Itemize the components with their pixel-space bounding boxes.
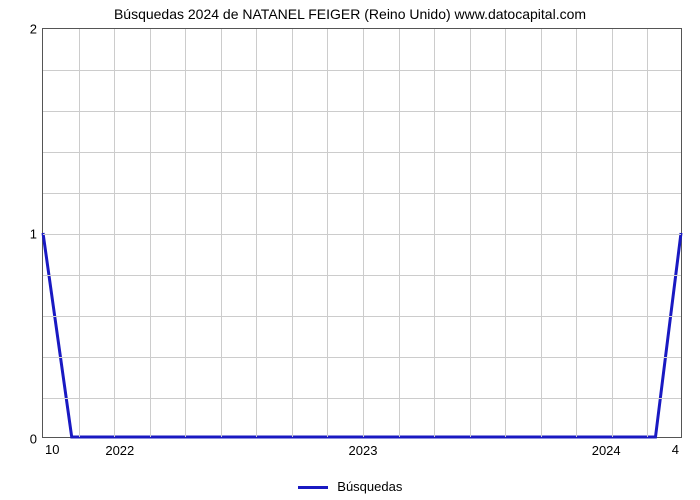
gridline-vertical [470, 29, 471, 437]
gridline-vertical [541, 29, 542, 437]
x-tick-label: 2024 [592, 443, 621, 458]
gridline-vertical [256, 29, 257, 437]
x-tick-label: 2023 [349, 443, 378, 458]
gridline-horizontal [43, 152, 681, 153]
gridline-vertical [505, 29, 506, 437]
gridline-horizontal [43, 111, 681, 112]
gridline-vertical [434, 29, 435, 437]
gridline-vertical [647, 29, 648, 437]
gridline-horizontal [43, 275, 681, 276]
gridline-vertical [612, 29, 613, 437]
gridline-vertical [327, 29, 328, 437]
gridline-vertical [185, 29, 186, 437]
gridline-vertical [221, 29, 222, 437]
gridline-horizontal [43, 70, 681, 71]
chart-container: Búsquedas 2024 de NATANEL FEIGER (Reino … [0, 0, 700, 500]
gridline-horizontal [43, 234, 681, 235]
gridline-horizontal [43, 357, 681, 358]
series-end-value: 4 [672, 442, 679, 457]
gridline-vertical [399, 29, 400, 437]
y-tick-label: 0 [30, 432, 37, 447]
chart-title: Búsquedas 2024 de NATANEL FEIGER (Reino … [0, 6, 700, 22]
plot-area: 10 4 012202220232024 [42, 28, 682, 438]
gridline-vertical [114, 29, 115, 437]
series-start-value: 10 [45, 442, 59, 457]
x-tick-label: 2022 [105, 443, 134, 458]
legend: Búsquedas [0, 479, 700, 494]
series-line [43, 29, 681, 437]
gridline-vertical [363, 29, 364, 437]
legend-swatch [298, 486, 328, 489]
gridline-horizontal [43, 193, 681, 194]
y-tick-label: 1 [30, 227, 37, 242]
y-tick-label: 2 [30, 22, 37, 37]
gridline-vertical [576, 29, 577, 437]
gridline-horizontal [43, 398, 681, 399]
gridline-horizontal [43, 316, 681, 317]
gridline-vertical [292, 29, 293, 437]
legend-label: Búsquedas [337, 479, 402, 494]
gridline-vertical [150, 29, 151, 437]
gridline-vertical [79, 29, 80, 437]
